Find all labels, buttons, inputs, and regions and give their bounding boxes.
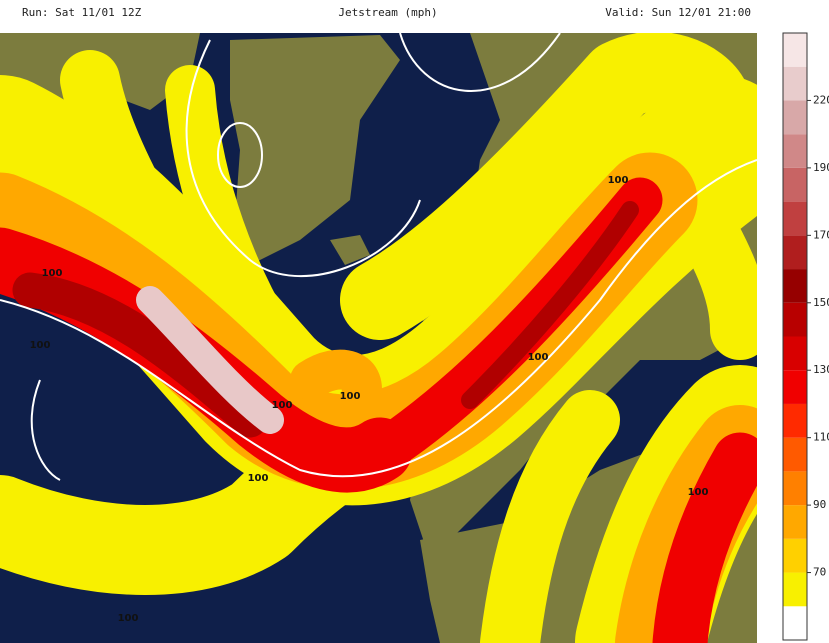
valid-label: Valid: Sun 12/01 21:00 bbox=[605, 6, 751, 19]
contour-label: 100 bbox=[528, 352, 549, 363]
colorbar-band bbox=[783, 505, 807, 539]
header-bar bbox=[0, 0, 829, 33]
colorbar-label: 170 bbox=[813, 228, 829, 241]
isotachs bbox=[0, 33, 757, 481]
colorbar-label: 90 bbox=[813, 498, 826, 511]
colorbar-frame bbox=[782, 32, 808, 641]
colorbar-band bbox=[783, 437, 807, 472]
colorbar-band bbox=[783, 66, 807, 101]
map: 100 100 100 100 100 100 100 100 100 bbox=[0, 33, 757, 643]
colorbar-band bbox=[783, 403, 807, 438]
colorbar-band bbox=[783, 606, 807, 640]
contour-label: 100 bbox=[608, 175, 629, 186]
colorbar-label: 110 bbox=[813, 431, 829, 444]
run-label: Run: Sat 11/01 12Z bbox=[22, 6, 142, 19]
colorbar-band bbox=[783, 269, 807, 303]
contour-label: 100 bbox=[248, 473, 269, 484]
colorbar-label: 70 bbox=[813, 566, 826, 579]
contour-label: 100 bbox=[688, 487, 709, 498]
colorbar-label: 130 bbox=[813, 363, 829, 376]
colorbar-band bbox=[783, 471, 807, 506]
map-title: Jetstream (mph) bbox=[338, 6, 437, 19]
contour-labels: 100 100 100 100 100 100 100 100 100 bbox=[30, 175, 709, 624]
colorbar-band bbox=[783, 538, 807, 573]
jet-streaks bbox=[0, 33, 757, 643]
colorbar-label: 190 bbox=[813, 161, 829, 174]
colorbar-band bbox=[783, 33, 807, 67]
colorbar: 70 90 110 130 150 170 190 220 bbox=[782, 32, 829, 641]
contour-label: 100 bbox=[30, 340, 51, 351]
colorbar-label: 220 bbox=[813, 93, 829, 106]
colorbar-band bbox=[783, 201, 807, 236]
colorbar-band bbox=[783, 235, 807, 270]
contour-label: 100 bbox=[118, 613, 139, 624]
colorbar-band bbox=[783, 336, 807, 371]
colorbar-band bbox=[783, 302, 807, 337]
colorbar-band bbox=[783, 100, 807, 135]
colorbar-band bbox=[783, 572, 807, 607]
colorbar-label: 150 bbox=[813, 296, 829, 309]
colorbar-band bbox=[783, 167, 807, 202]
contour-label: 100 bbox=[272, 400, 293, 411]
contour-label: 100 bbox=[42, 268, 63, 279]
colorbar-band bbox=[783, 370, 807, 404]
contour-label: 100 bbox=[340, 391, 361, 402]
colorbar-band bbox=[783, 134, 807, 168]
